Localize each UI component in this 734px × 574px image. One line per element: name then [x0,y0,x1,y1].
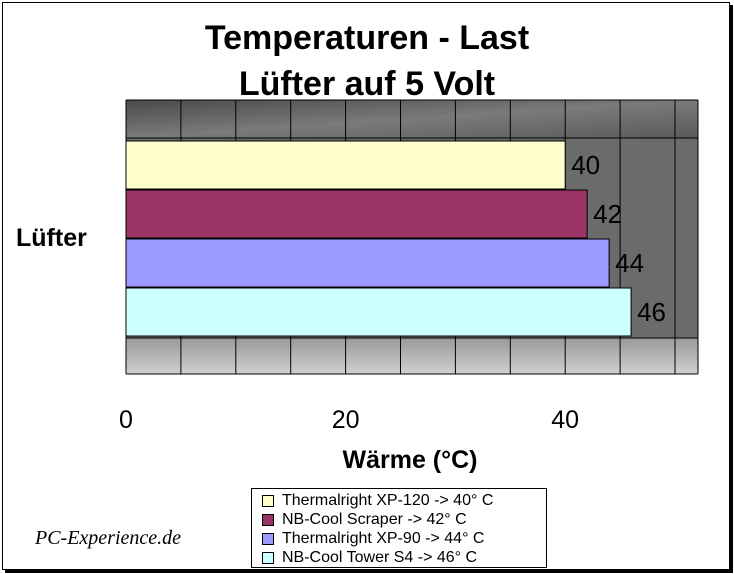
legend-label: NB-Cool Tower S4 -> 46° C [282,548,478,566]
bar-1 [125,140,566,190]
bar-value-label: 42 [593,199,622,229]
legend-item: Thermalright XP-120 -> 40° C [252,491,546,510]
legend: Thermalright XP-120 -> 40° C NB-Cool Scr… [251,488,547,568]
legend-swatch-icon [262,532,274,545]
legend-item: NB-Cool Tower S4 -> 46° C [252,548,546,567]
x-tick-label: 40 [551,406,579,434]
legend-swatch-icon [262,551,274,564]
x-tick-label: 20 [332,406,360,434]
chart-title-line1: Temperaturen - Last [204,19,530,57]
x-tick-label: 0 [119,406,133,434]
x-tick-labels: 0 20 40 [119,406,579,434]
bar-4 [125,287,632,337]
bar-2 [125,189,588,239]
chart-title-line2: Lüfter auf 5 Volt [238,65,496,103]
bar-value-label: 44 [615,248,644,278]
legend-label: Thermalright XP-90 -> 44° C [282,529,485,547]
legend-label: NB-Cool Scraper -> 42° C [282,510,467,528]
x-axis-title: Wärme (°C) [342,446,478,474]
bar-3 [125,238,610,288]
bar-value-label: 46 [637,297,666,327]
legend-swatch-icon [262,494,274,507]
category-label: Lüfter [16,224,87,252]
watermark-logo: PC-Experience.de [35,527,182,549]
plot-back-wall [126,100,698,138]
legend-swatch-icon [262,513,274,526]
legend-item: Thermalright XP-90 -> 44° C [252,529,546,548]
legend-label: Thermalright XP-120 -> 40° C [282,491,494,509]
bar-value-label: 40 [571,150,600,180]
legend-item: NB-Cool Scraper -> 42° C [252,510,546,529]
bars [125,140,632,337]
value-labels: 40 42 44 46 [571,150,666,327]
plot-floor [126,338,698,374]
